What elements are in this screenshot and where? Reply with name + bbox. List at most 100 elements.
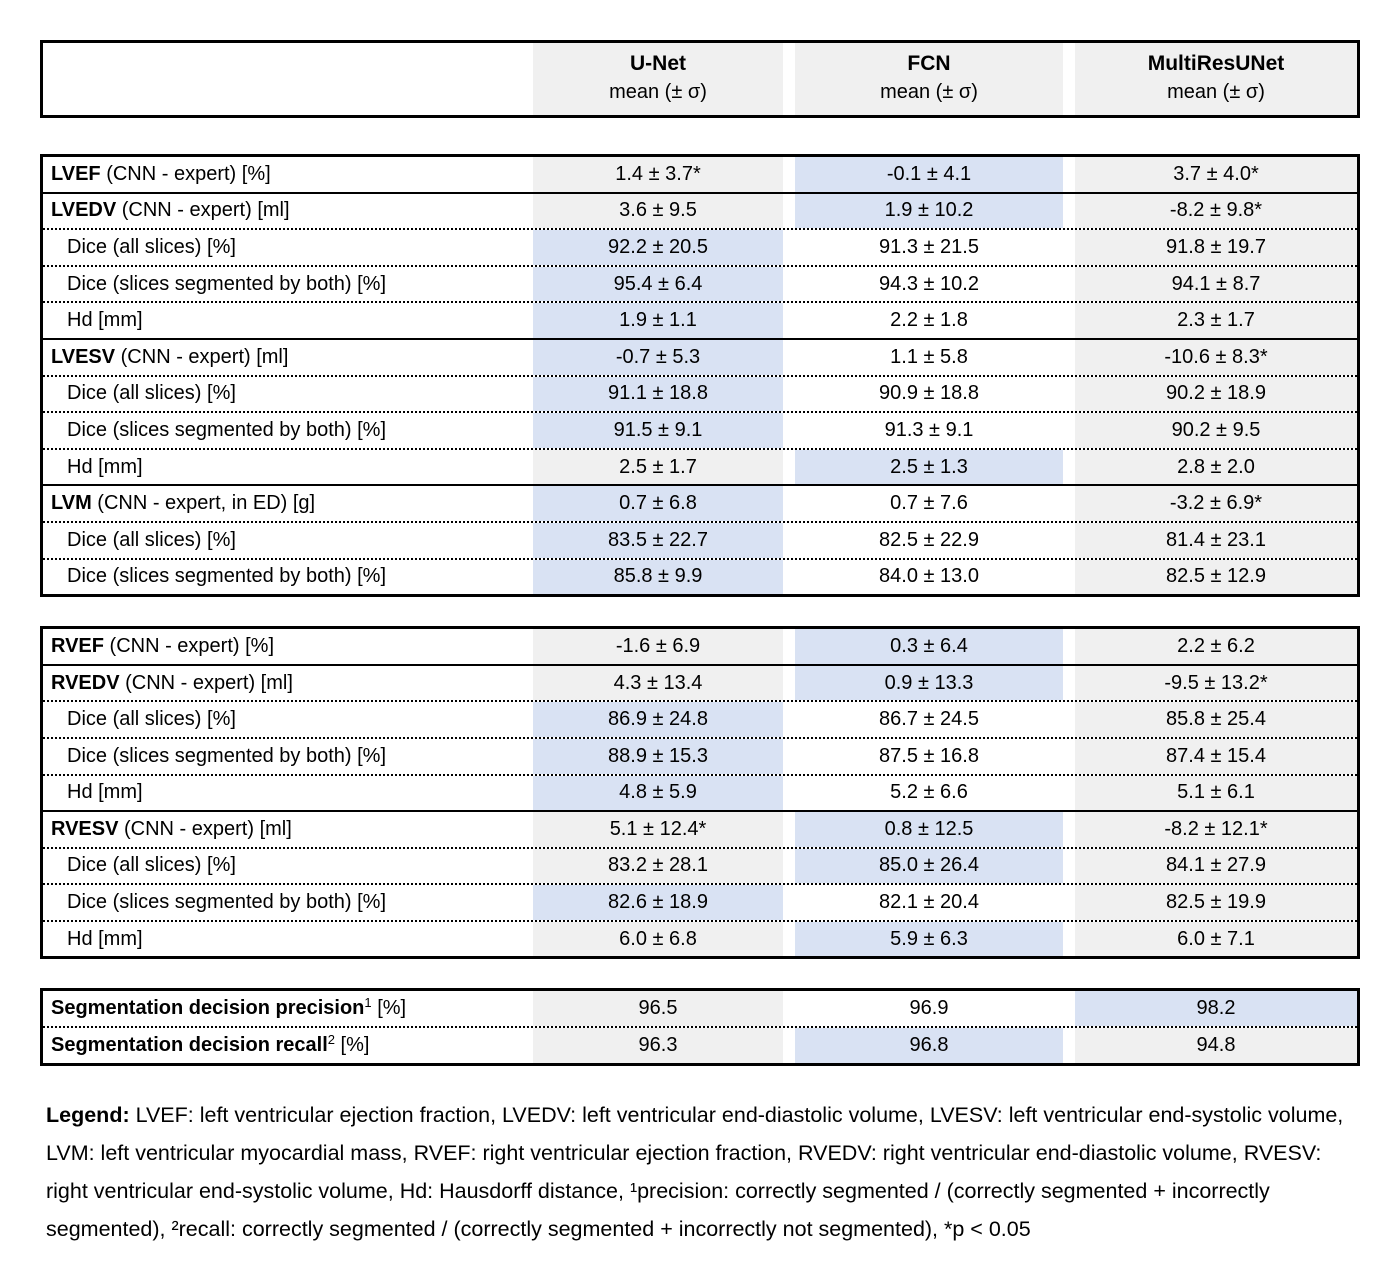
value-cell: 84.1 ± 27.9 <box>1075 848 1357 884</box>
row-label-bold: LVESV <box>51 345 116 368</box>
column-gutter <box>521 43 533 115</box>
lv-metrics-table: LVEF (CNN - expert) [%] 1.4 ± 3.7* -0.1 ± … <box>40 154 1360 598</box>
row-label-text: Segmentation decision recall2 [%] <box>51 1031 369 1057</box>
row-label-text: Dice (all slices) [%] <box>67 529 236 552</box>
row-label: Hd [mm] <box>43 303 521 338</box>
column-gutter <box>783 991 795 1027</box>
row-label: LVM (CNN - expert, in ED) [g] <box>43 486 521 521</box>
row-label: Hd [mm] <box>43 450 521 485</box>
row-label-rest: (CNN - expert) [ml] <box>116 199 290 222</box>
row-label-text: RVEDV (CNN - expert) [ml] <box>51 672 293 695</box>
row-label-rest: Hd [mm] <box>67 309 143 332</box>
value-cell: 91.3 ± 21.5 <box>795 230 1063 265</box>
column-gutter <box>783 775 795 811</box>
row-label-text: Dice (all slices) [%] <box>67 708 236 731</box>
table-row: LVM (CNN - expert, in ED) [g] 0.7 ± 6.8 0.… <box>43 486 1357 523</box>
column-gutter <box>521 991 533 1027</box>
value-cell: 5.1 ± 12.4* <box>533 812 783 847</box>
value-cell-highlighted: 85.0 ± 26.4 <box>795 848 1063 884</box>
row-label-text: Dice (slices segmented by both) [%] <box>67 419 386 442</box>
row-label: Hd [mm] <box>43 922 521 957</box>
rv-metrics-table: RVEF (CNN - expert) [%] -1.6 ± 6.9 0.3 ± 6… <box>40 626 1360 960</box>
column-gutter <box>783 339 795 375</box>
column-gutter <box>783 157 795 192</box>
value-cell: 1.4 ± 3.7* <box>533 157 783 192</box>
column-gutter <box>1063 812 1075 847</box>
value-cell: 2.2 ± 1.8 <box>795 303 1063 338</box>
column-gutter <box>521 848 533 884</box>
column-gutter <box>1063 303 1075 338</box>
row-label: RVEF (CNN - expert) [%] <box>43 629 521 664</box>
value-cell: 87.4 ± 15.4 <box>1075 738 1357 774</box>
column-gutter <box>1063 629 1075 664</box>
column-gutter <box>1063 738 1075 774</box>
column-gutter <box>1063 702 1075 737</box>
table-row: Hd [mm] 6.0 ± 6.8 5.9 ± 6.3 6.0 ± 7.1 <box>43 921 1357 957</box>
row-label-text: Dice (all slices) [%] <box>67 236 236 259</box>
row-label-rest: Dice (all slices) [%] <box>67 382 236 405</box>
row-label: Dice (slices segmented by both) [%] <box>43 885 521 920</box>
column-gutter <box>1063 522 1075 558</box>
row-label: Dice (slices segmented by both) [%] <box>43 413 521 448</box>
value-cell: -8.2 ± 9.8* <box>1075 193 1357 229</box>
column-gutter <box>783 376 795 412</box>
column-gutter <box>1063 43 1075 115</box>
row-label-text: Dice (slices segmented by both) [%] <box>67 745 386 768</box>
column-gutter <box>521 812 533 847</box>
segmentation-decision-table: Segmentation decision precision1 [%] 96.5… <box>40 988 1360 1066</box>
value-cell: 3.7 ± 4.0* <box>1075 157 1357 192</box>
table-row: Segmentation decision precision1 [%] 96.5… <box>43 991 1357 1029</box>
row-label-rest: Hd [mm] <box>67 455 143 478</box>
table-row: RVEF (CNN - expert) [%] -1.6 ± 6.9 0.3 ± 6… <box>43 629 1357 666</box>
table-row: LVEDV (CNN - expert) [ml] 3.6 ± 9.5 1.9 ± … <box>43 193 1357 231</box>
value-cell: 85.8 ± 25.4 <box>1075 702 1357 737</box>
column-gutter <box>521 665 533 701</box>
column-gutter <box>783 413 795 448</box>
row-label-superscript: 2 <box>327 1031 335 1047</box>
row-label-bold: Segmentation decision recall <box>51 1033 328 1056</box>
table-row: RVEDV (CNN - expert) [ml] 4.3 ± 13.4 0.9 ±… <box>43 665 1357 703</box>
row-label-text: RVEF (CNN - expert) [%] <box>51 635 274 658</box>
row-label-rest: Dice (all slices) [%] <box>67 528 236 551</box>
row-label-rest: Dice (all slices) [%] <box>67 854 236 877</box>
value-cell-highlighted: 83.5 ± 22.7 <box>533 522 783 558</box>
value-cell-highlighted: 0.9 ± 13.3 <box>795 665 1063 701</box>
table-row: Hd [mm] 4.8 ± 5.9 5.2 ± 6.6 5.1 ± 6.1 <box>43 775 1357 813</box>
row-label-rest: Dice (all slices) [%] <box>67 235 236 258</box>
value-cell: -10.6 ± 8.3* <box>1075 339 1357 375</box>
value-cell: 82.1 ± 20.4 <box>795 885 1063 920</box>
row-label-text: LVEF (CNN - expert) [%] <box>51 163 271 186</box>
column-gutter <box>521 559 533 595</box>
row-label-bold: RVEF <box>51 634 104 657</box>
column-gutter <box>783 1028 795 1063</box>
column-gutter <box>1063 157 1075 192</box>
column-gutter <box>1063 665 1075 701</box>
column-name: MultiResUNet <box>1147 52 1285 75</box>
spacer <box>40 959 1400 988</box>
row-label-rest: Hd [mm] <box>67 927 143 950</box>
column-name: U-Net <box>630 52 686 75</box>
column-gutter <box>521 629 533 664</box>
column-gutter <box>521 193 533 229</box>
row-label-bold: LVEDV <box>51 199 117 222</box>
column-subtitle: mean (± σ) <box>609 81 707 103</box>
column-gutter <box>783 812 795 847</box>
column-subtitle: mean (± σ) <box>1167 81 1265 103</box>
row-label: Dice (slices segmented by both) [%] <box>43 739 521 774</box>
column-gutter <box>521 230 533 265</box>
value-cell: 82.5 ± 12.9 <box>1075 559 1357 595</box>
table-row: Hd [mm] 2.5 ± 1.7 2.5 ± 1.3 2.8 ± 2.0 <box>43 449 1357 487</box>
column-gutter <box>1063 230 1075 265</box>
row-label-rest: Hd [mm] <box>67 781 143 804</box>
value-cell: 90.2 ± 9.5 <box>1075 413 1357 448</box>
row-label: Segmentation decision recall2 [%] <box>43 1028 521 1063</box>
row-label-rest: (CNN - expert) [%] <box>100 162 271 185</box>
value-cell: 91.3 ± 9.1 <box>795 413 1063 448</box>
value-cell: 91.8 ± 19.7 <box>1075 230 1357 265</box>
value-cell: -8.2 ± 12.1* <box>1075 812 1357 847</box>
value-cell: 2.2 ± 6.2 <box>1075 629 1357 664</box>
column-gutter <box>783 486 795 521</box>
row-label-text: Dice (slices segmented by both) [%] <box>67 891 386 914</box>
column-gutter <box>1063 486 1075 521</box>
value-cell: 5.1 ± 6.1 <box>1075 775 1357 811</box>
